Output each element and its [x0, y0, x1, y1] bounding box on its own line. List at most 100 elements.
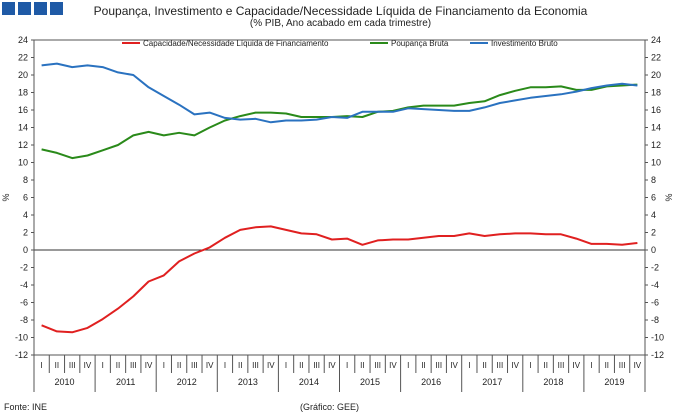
y-tick-label-right: 22 [651, 53, 661, 63]
y-tick-label-left: 12 [18, 140, 28, 150]
year-label: 2013 [238, 377, 258, 387]
x-tick-label: IV [634, 361, 642, 370]
y-tick-label-left: -8 [20, 315, 28, 325]
x-tick-label: III [191, 361, 198, 370]
y-tick-label-left: 16 [18, 105, 28, 115]
x-tick-label: I [346, 361, 348, 370]
y-tick-label-left: -4 [20, 280, 28, 290]
year-label: 2014 [299, 377, 319, 387]
legend: Capacidade/Necessidade Líquida de Financ… [122, 39, 558, 48]
y-tick-label-right: -4 [651, 280, 659, 290]
x-tick-label: I [285, 361, 287, 370]
x-tick-label: II [177, 361, 181, 370]
legend-label: Investimento Bruto [491, 39, 558, 48]
x-tick-label: II [543, 361, 547, 370]
x-tick-label: III [619, 361, 626, 370]
year-label: 2017 [482, 377, 502, 387]
chart-subtitle: (% PIB, Ano acabado em cada trimestre) [249, 18, 432, 29]
x-tick-label: IV [84, 361, 92, 370]
y-tick-label-left: 18 [18, 88, 28, 98]
y-tick-label-right: 0 [651, 245, 656, 255]
credit-note: (Gráfico: GEE) [300, 402, 360, 412]
x-tick-label: I [468, 361, 470, 370]
source-note: Fonte: INE [4, 402, 48, 412]
y-tick-label-right: 12 [651, 140, 661, 150]
legend-label: Poupança Bruta [391, 39, 449, 48]
chart-title: Poupança, Investimento e Capacidade/Nece… [93, 4, 588, 18]
x-tick-label: III [435, 361, 442, 370]
x-tick-label: III [252, 361, 259, 370]
x-tick-label: II [482, 361, 486, 370]
y-tick-label-right: 2 [651, 228, 656, 238]
y-tick-label-left: 8 [23, 175, 28, 185]
y-tick-label-left: 14 [18, 123, 28, 133]
x-tick-label: IV [511, 361, 519, 370]
legend-label: Capacidade/Necessidade Líquida de Financ… [143, 39, 329, 48]
y-tick-label-left: -10 [15, 333, 28, 343]
year-label: 2011 [116, 377, 135, 387]
x-tick-label: IV [450, 361, 458, 370]
series-layer [41, 62, 638, 334]
y-tick-label-right: 10 [651, 158, 661, 168]
year-label: 2016 [421, 377, 441, 387]
x-tick-label: I [529, 361, 531, 370]
y-tick-label-left: 0 [23, 245, 28, 255]
x-tick-label: I [224, 361, 226, 370]
y-tick-label-right: 18 [651, 88, 661, 98]
y-tick-label-right: 4 [651, 210, 656, 220]
y-tick-label-right: 6 [651, 193, 656, 203]
x-tick-label: I [590, 361, 592, 370]
y-tick-label-left: -6 [20, 298, 28, 308]
logo-block [18, 2, 31, 15]
x-tick-label: II [421, 361, 425, 370]
line-chart: -12 -12-10 -10-8 -8-6 -6-4 -4-2 -20 02 24 46 68 810… [1, 35, 674, 392]
y-tick-label-right: 20 [651, 70, 661, 80]
year-label: 2015 [360, 377, 380, 387]
y-tick-label-right: -6 [651, 298, 659, 308]
x-tick-label: II [360, 361, 364, 370]
y-tick-label-right: -8 [651, 315, 659, 325]
y-tick-label-right: -10 [651, 333, 664, 343]
y-tick-label-left: -2 [20, 263, 28, 273]
series-line-0 [41, 225, 638, 334]
y-tick-label-right: -2 [651, 263, 659, 273]
x-tick-label: II [55, 361, 59, 370]
y-tick-label-right: 16 [651, 105, 661, 115]
year-label: 2019 [604, 377, 624, 387]
year-label: 2012 [177, 377, 197, 387]
axis-layer: -12 -12-10 -10-8 -8-6 -6-4 -4-2 -20 02 24 46 68 810… [1, 35, 674, 392]
x-tick-label: II [299, 361, 303, 370]
year-label: 2018 [543, 377, 563, 387]
y-tick-label-left: 20 [18, 70, 28, 80]
x-tick-label: IV [328, 361, 336, 370]
y-tick-label-left: 4 [23, 210, 28, 220]
x-tick-label: IV [572, 361, 580, 370]
y-tick-label-right: 14 [651, 123, 661, 133]
y-tick-label-right: 24 [651, 35, 661, 45]
x-tick-label: III [374, 361, 381, 370]
y-axis-label-right: % [664, 193, 674, 201]
y-tick-label-left: 6 [23, 193, 28, 203]
x-tick-label: II [238, 361, 242, 370]
logo [2, 2, 63, 15]
x-tick-label: III [313, 361, 320, 370]
x-tick-label: I [407, 361, 409, 370]
y-tick-label-left: 10 [18, 158, 28, 168]
year-label: 2010 [55, 377, 75, 387]
logo-block [34, 2, 47, 15]
x-tick-label: IV [389, 361, 397, 370]
x-tick-label: IV [145, 361, 153, 370]
x-tick-label: III [497, 361, 504, 370]
y-tick-label-right: -12 [651, 350, 664, 360]
x-tick-label: III [69, 361, 76, 370]
y-tick-label-left: 2 [23, 228, 28, 238]
y-tick-label-right: 8 [651, 175, 656, 185]
y-tick-label-left: -12 [15, 350, 28, 360]
series-line-2 [41, 62, 638, 124]
x-tick-label: I [41, 361, 43, 370]
y-tick-label-left: 24 [18, 35, 28, 45]
logo-block [2, 2, 15, 15]
x-tick-label: III [130, 361, 137, 370]
x-tick-label: IV [206, 361, 214, 370]
x-tick-label: II [605, 361, 609, 370]
